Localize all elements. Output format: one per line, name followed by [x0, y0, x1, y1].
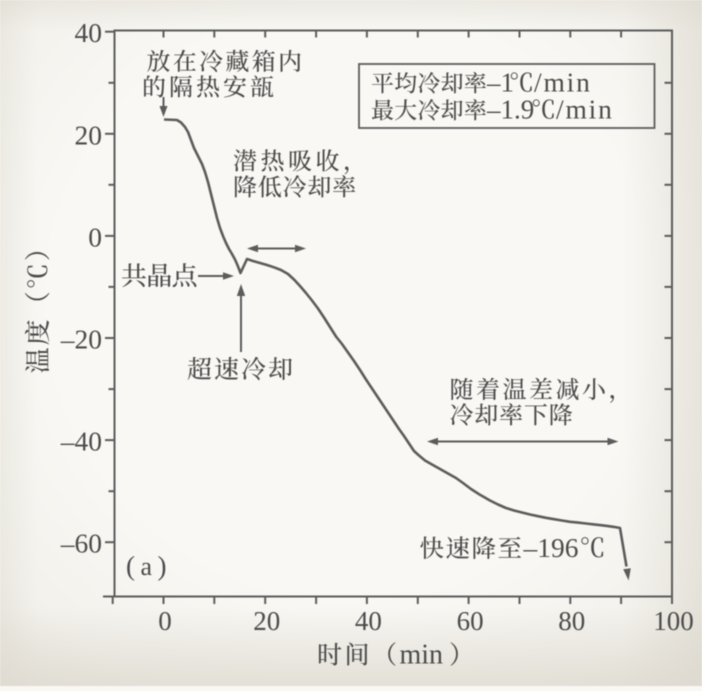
- svg-text:60: 60: [457, 606, 484, 636]
- svg-text:20: 20: [75, 119, 103, 150]
- svg-text:100: 100: [653, 606, 694, 636]
- svg-text:–1: –1: [486, 68, 514, 98]
- svg-text:–40: –40: [60, 426, 102, 457]
- svg-text:–1.9: –1.9: [486, 95, 534, 125]
- svg-text:40: 40: [75, 17, 103, 48]
- svg-text:min: min: [400, 640, 444, 671]
- svg-text:(: (: [126, 551, 135, 581]
- svg-text:–196: –196: [523, 532, 579, 563]
- svg-text:/min: /min: [534, 67, 592, 98]
- svg-text:0: 0: [158, 606, 172, 636]
- svg-text:–60: –60: [60, 528, 102, 559]
- svg-text:–20: –20: [60, 324, 102, 355]
- svg-text:/min: /min: [556, 94, 614, 125]
- svg-text:0: 0: [88, 221, 102, 252]
- svg-text:): ): [158, 551, 167, 581]
- svg-text:40: 40: [355, 606, 382, 636]
- svg-text:a: a: [141, 552, 153, 581]
- svg-text:80: 80: [558, 606, 585, 636]
- svg-text:20: 20: [253, 606, 280, 636]
